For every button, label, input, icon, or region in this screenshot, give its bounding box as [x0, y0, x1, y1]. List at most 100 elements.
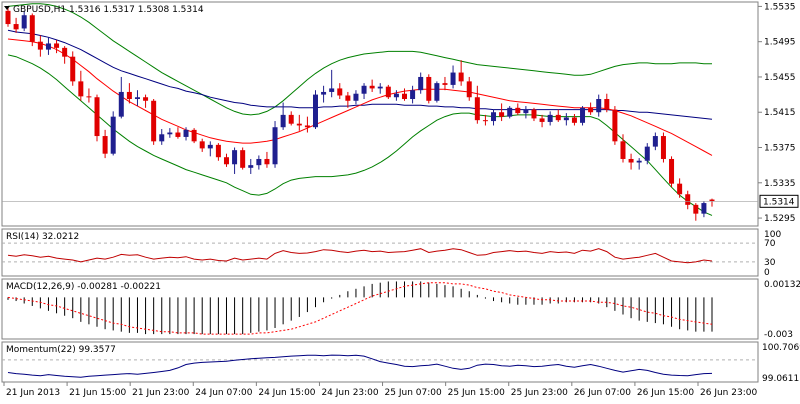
candle-body: [191, 129, 197, 142]
candle-body: [507, 107, 513, 117]
candle-body: [620, 141, 626, 159]
price-tick-label: 1.5375: [764, 144, 796, 154]
time-tick-label: 25 Jun 15:00: [448, 388, 505, 398]
candle-body: [232, 150, 238, 165]
candle-body: [215, 144, 221, 158]
candle-body: [701, 203, 707, 214]
price-tick-label: 1.5295: [764, 214, 796, 224]
candle-body: [515, 107, 521, 114]
candle-body: [660, 136, 666, 159]
macd-title: MACD(12,26,9) -0.00281 -0.00221: [6, 282, 161, 292]
rsi-tick-label: 30: [764, 258, 776, 268]
candle-body: [669, 158, 675, 184]
candle-body: [167, 132, 173, 135]
candle-body: [369, 85, 375, 89]
candle-body: [652, 136, 658, 147]
candle-body: [110, 116, 116, 154]
time-tick-label: 25 Jun 07:00: [385, 388, 442, 398]
candle-body: [280, 114, 286, 128]
chart-title: GBPUSD,H1 1.5316 1.5317 1.5308 1.5314: [13, 5, 204, 15]
candle-body: [612, 109, 618, 142]
candle-body: [199, 141, 205, 149]
time-tick-label: 24 Jun 07:00: [195, 388, 252, 398]
candle-body: [256, 158, 262, 166]
time-tick-label: 24 Jun 23:00: [321, 388, 378, 398]
candle-body: [288, 114, 294, 124]
candle-body: [450, 72, 456, 85]
candle-body: [571, 117, 577, 123]
macd-tick-label: -0.003: [764, 330, 793, 340]
candle-body: [183, 129, 189, 137]
candle-body: [21, 15, 27, 29]
time-tick-label: 25 Jun 23:00: [511, 388, 568, 398]
bollinger-lower-line: [7, 54, 713, 216]
candle-body: [418, 76, 424, 91]
rsi-title: RSI(14) 32.0212: [6, 232, 79, 242]
caret-down-icon: [4, 6, 10, 10]
candle-body: [482, 120, 488, 122]
price-tick-label: 1.5415: [764, 108, 796, 118]
candle-body: [70, 56, 76, 82]
candle-body: [466, 81, 472, 98]
candle-body: [207, 144, 213, 149]
candle-body: [410, 90, 416, 100]
candle-body: [126, 91, 132, 100]
candle-body: [531, 109, 537, 119]
candle-body: [337, 88, 343, 96]
candle-body: [54, 43, 60, 48]
pane-frame-main: [1, 1, 759, 227]
candle-body: [499, 112, 505, 117]
candle-body: [86, 96, 92, 98]
candle-body: [539, 118, 545, 122]
candle-body: [345, 95, 351, 101]
candle-body: [491, 112, 497, 122]
candle-body: [596, 99, 602, 113]
candle-body: [62, 47, 68, 57]
candle-body: [134, 97, 140, 100]
rsi-tick-label: 70: [764, 239, 776, 249]
candle-body: [94, 97, 100, 137]
time-tick-label: 21 Jun 2013: [6, 388, 60, 398]
candle-body: [118, 91, 124, 117]
candle-body: [296, 123, 302, 126]
last-price-label: 1.5314: [763, 197, 795, 207]
candle-body: [685, 194, 691, 205]
candle-body: [693, 204, 699, 214]
candle-body: [151, 100, 157, 142]
time-tick-label: 21 Jun 15:00: [69, 388, 126, 398]
candle-body: [45, 43, 51, 50]
candle-body: [588, 107, 594, 113]
candle-body: [636, 160, 642, 163]
candle-body: [604, 99, 610, 110]
candle-body: [580, 107, 586, 123]
macd-signal-line: [7, 282, 713, 335]
candle-body: [304, 125, 310, 128]
macd-tick-label: 0.00132: [764, 280, 800, 290]
candle-body: [442, 83, 448, 85]
time-tick-label: 26 Jun 07:00: [574, 388, 631, 398]
candle-body: [434, 83, 440, 101]
time-tick-label: 21 Jun 23:00: [132, 388, 189, 398]
candle-body: [321, 91, 327, 95]
time-tick-label: 24 Jun 15:00: [258, 388, 315, 398]
candle-body: [5, 10, 11, 25]
candle-body: [102, 136, 108, 154]
price-tick-label: 1.5455: [764, 73, 796, 83]
time-tick-label: 26 Jun 15:00: [637, 388, 694, 398]
candle-body: [264, 158, 270, 165]
candle-body: [523, 109, 529, 114]
candle-body: [223, 157, 229, 165]
time-tick-label: 26 Jun 23:00: [700, 388, 757, 398]
candle-body: [13, 24, 19, 30]
candle-body: [555, 114, 561, 121]
rsi-line: [7, 248, 713, 264]
candle-body: [377, 86, 383, 89]
candle-body: [361, 85, 367, 94]
momentum-tick-label: 99.0611: [762, 374, 799, 384]
candle-body: [175, 132, 181, 137]
candle-body: [29, 15, 35, 42]
price-tick-label: 1.5535: [764, 2, 796, 12]
moving-average-fast-line: [7, 38, 713, 156]
